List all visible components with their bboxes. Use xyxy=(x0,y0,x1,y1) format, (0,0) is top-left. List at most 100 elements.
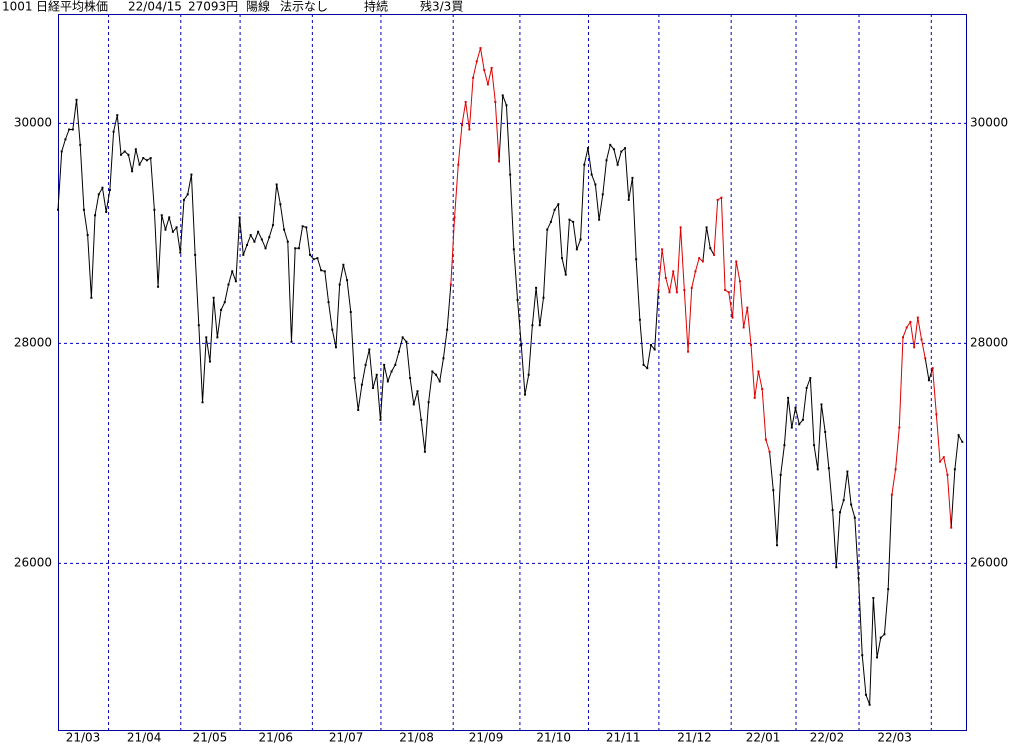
price-dot xyxy=(653,348,656,351)
price-dot xyxy=(857,577,860,580)
price-dot xyxy=(609,143,612,146)
price-dot xyxy=(827,467,830,470)
price-dot xyxy=(201,401,204,404)
price-dot xyxy=(750,344,753,347)
price-dot xyxy=(427,401,430,404)
price-dot xyxy=(953,468,956,471)
price-dot xyxy=(420,418,423,421)
price-dot xyxy=(509,173,512,176)
price-dot xyxy=(460,124,463,127)
position: 残3/3買 xyxy=(420,0,463,14)
price-dot xyxy=(575,248,578,251)
price-dot xyxy=(449,283,452,286)
price-dot xyxy=(342,263,345,266)
price-dot xyxy=(661,248,664,251)
price-dot xyxy=(675,291,678,294)
price-dot xyxy=(942,456,945,459)
price-dot xyxy=(368,348,371,351)
price-dot xyxy=(208,360,211,363)
price-dot xyxy=(801,418,804,421)
price-dot xyxy=(742,326,745,329)
price-dot xyxy=(523,393,526,396)
price-dot xyxy=(961,440,964,443)
price-dot xyxy=(542,296,545,299)
price-dot xyxy=(75,98,78,101)
price-line xyxy=(769,377,893,705)
price-dot xyxy=(101,186,104,189)
price-dot xyxy=(698,257,701,260)
price: 27093円 xyxy=(188,0,238,14)
x-tick-label: 22/01 xyxy=(746,731,781,745)
price-dot xyxy=(379,418,382,421)
price-dot xyxy=(360,383,363,386)
price-dot xyxy=(64,138,67,141)
y-tick-label: 26000 xyxy=(14,555,52,569)
price-dot xyxy=(946,473,949,476)
price-dot xyxy=(305,226,308,229)
price-dot xyxy=(913,346,916,349)
price-dot xyxy=(935,413,938,416)
price-dot xyxy=(246,243,249,246)
y-tick-label: 30000 xyxy=(14,115,52,129)
price-dot xyxy=(216,336,219,339)
price-dot xyxy=(768,450,771,453)
price-dot xyxy=(772,489,775,492)
price-dot xyxy=(357,408,360,411)
price-dot xyxy=(164,228,167,231)
price-dot xyxy=(757,370,760,373)
price-dot xyxy=(283,228,286,231)
price-dot xyxy=(438,380,441,383)
price-dot xyxy=(286,240,289,243)
price-dot xyxy=(112,130,115,133)
code: 1001 xyxy=(2,0,33,14)
price-dot xyxy=(527,373,530,376)
price-dot xyxy=(601,193,604,196)
price-dot xyxy=(538,324,541,327)
x-tick-label: 21/10 xyxy=(536,731,571,745)
price-dot xyxy=(86,234,89,237)
price-dot xyxy=(316,257,319,260)
price-dot xyxy=(568,218,571,221)
price-dot xyxy=(231,270,234,273)
price-dot xyxy=(90,296,93,299)
price-dot xyxy=(620,150,623,153)
price-dot xyxy=(60,150,63,153)
candle: 陽線 xyxy=(246,0,270,14)
price-dot xyxy=(383,363,386,366)
price-dot xyxy=(572,220,575,223)
price-dot xyxy=(260,238,263,241)
price-dot xyxy=(71,128,74,131)
price-dot xyxy=(546,228,549,231)
price-dot xyxy=(705,226,708,229)
price-dot xyxy=(850,503,853,506)
price-dot xyxy=(805,386,808,389)
price-dot xyxy=(883,633,886,636)
price-dot xyxy=(531,324,534,327)
price-dot xyxy=(190,173,193,176)
x-tick-label: 21/11 xyxy=(606,731,641,745)
price-dot xyxy=(735,260,738,263)
price-dot xyxy=(842,499,845,502)
price-dot xyxy=(157,285,160,288)
price-dot xyxy=(238,216,241,219)
price-dot xyxy=(709,247,712,250)
price-dot xyxy=(234,280,237,283)
price-dot xyxy=(635,258,638,261)
price-dot xyxy=(431,370,434,373)
price-dot xyxy=(920,338,923,341)
price-dot xyxy=(142,157,145,160)
price-dot xyxy=(297,247,300,250)
price-dot xyxy=(386,380,389,383)
price-dot xyxy=(105,210,108,213)
price-dot xyxy=(68,128,71,131)
price-dot xyxy=(212,296,215,299)
price-dot xyxy=(97,193,100,196)
price-dot xyxy=(779,473,782,476)
x-tick-label: 21/05 xyxy=(193,731,228,745)
x-tick-label: 21/06 xyxy=(258,731,293,745)
price-dot xyxy=(501,94,504,97)
price-dot xyxy=(690,286,693,289)
price-dot xyxy=(486,83,489,86)
price-line xyxy=(713,196,771,452)
price-dot xyxy=(894,468,897,471)
